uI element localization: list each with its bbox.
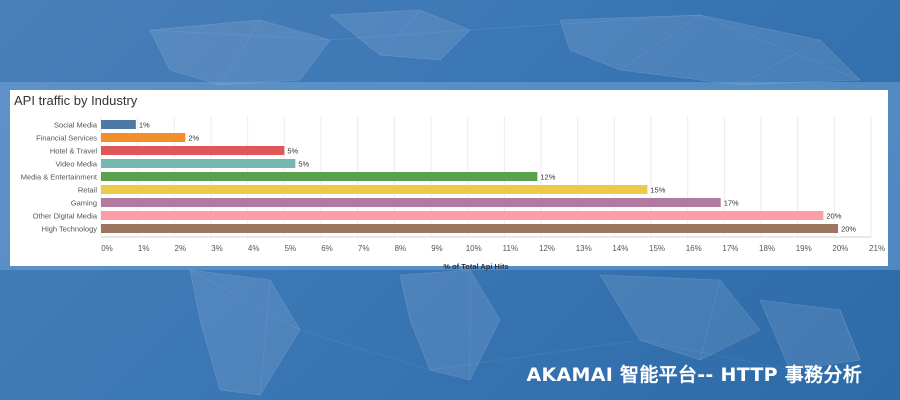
category-label: High Technology — [42, 225, 98, 234]
x-tick-label: 6% — [321, 244, 333, 253]
x-tick-label: 3% — [211, 244, 223, 253]
chart-title: API traffic by Industry — [14, 93, 138, 108]
category-label: Gaming — [71, 199, 97, 208]
x-tick-label: 19% — [796, 244, 812, 253]
footer-caption: AKAMAI 智能平台-- HTTP 事務分析 — [526, 364, 862, 386]
category-label: Hotel & Travel — [50, 147, 97, 156]
x-tick-label: 5% — [285, 244, 297, 253]
bar — [101, 172, 538, 181]
category-label: Other Digital Media — [33, 212, 98, 221]
x-tick-label: 11% — [503, 244, 518, 253]
value-label: 20% — [841, 225, 856, 234]
value-label: 2% — [188, 134, 199, 143]
value-label: 5% — [298, 160, 309, 169]
category-label: Video Media — [55, 160, 97, 169]
x-tick-label: 13% — [576, 244, 592, 253]
bar — [101, 198, 721, 207]
value-label: 17% — [724, 199, 739, 208]
x-tick-label: 7% — [358, 244, 370, 253]
x-tick-label: 9% — [431, 244, 443, 253]
x-tick-label: 4% — [248, 244, 260, 253]
bar — [101, 133, 186, 142]
value-label: 15% — [650, 186, 665, 195]
bar — [101, 224, 839, 233]
x-tick-label: 12% — [539, 244, 555, 253]
category-label: Media & Entertainment — [21, 173, 98, 182]
bar — [101, 146, 285, 155]
x-tick-label: 10% — [466, 244, 482, 253]
value-label: 5% — [287, 147, 298, 156]
bar — [101, 211, 824, 220]
x-tick-label: 21% — [869, 244, 885, 253]
x-tick-label: 1% — [138, 244, 150, 253]
x-tick-label: 2% — [175, 244, 187, 253]
x-tick-label: 14% — [612, 244, 628, 253]
value-label: 20% — [826, 212, 841, 221]
bar — [101, 159, 296, 168]
x-tick-label: 17% — [722, 244, 738, 253]
category-label: Financial Services — [36, 134, 97, 143]
bar — [101, 120, 136, 129]
x-tick-label: 16% — [686, 244, 702, 253]
value-label: 1% — [139, 121, 150, 130]
x-tick-label: 8% — [395, 244, 407, 253]
x-tick-label: 20% — [832, 244, 848, 253]
bar — [101, 185, 648, 194]
x-axis-title: % of Total Api Hits — [443, 262, 508, 271]
x-tick-label: 18% — [759, 244, 775, 253]
category-label: Social Media — [54, 121, 98, 130]
category-label: Retail — [78, 186, 98, 195]
value-label: 12% — [540, 173, 555, 182]
x-tick-label: 0% — [101, 244, 113, 253]
x-tick-label: 15% — [649, 244, 665, 253]
